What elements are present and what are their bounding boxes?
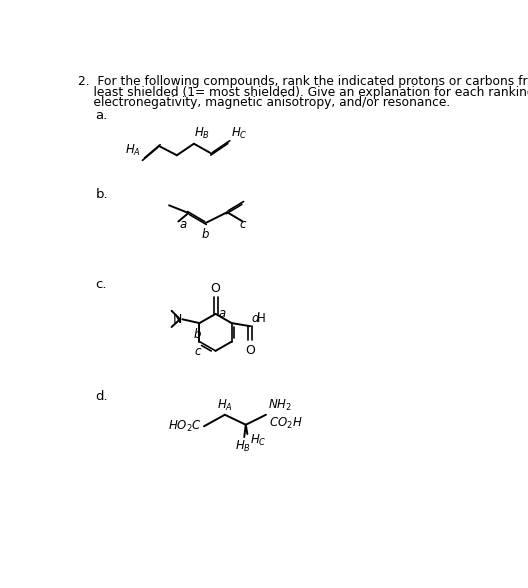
Text: b: b [202, 228, 209, 242]
Text: a: a [219, 308, 226, 320]
Text: O: O [211, 282, 221, 295]
Text: $NH_2$: $NH_2$ [268, 398, 291, 413]
Text: O: O [246, 344, 255, 357]
Text: b: b [193, 328, 201, 340]
Text: $H_B$: $H_B$ [194, 126, 210, 141]
Text: $H_B$: $H_B$ [235, 439, 251, 454]
Text: c: c [195, 346, 201, 359]
Text: least shielded (1= most shielded). Give an explanation for each ranking –: least shielded (1= most shielded). Give … [78, 86, 528, 99]
Text: 2.  For the following compounds, rank the indicated protons or carbons from most: 2. For the following compounds, rank the… [78, 75, 528, 88]
Text: $CO_2H$: $CO_2H$ [269, 416, 303, 430]
Text: $H_A$: $H_A$ [217, 398, 233, 413]
Text: c: c [240, 218, 246, 230]
Text: $H_C$: $H_C$ [250, 432, 266, 447]
Text: b.: b. [96, 188, 108, 201]
Text: a: a [180, 218, 187, 232]
Text: N: N [172, 313, 182, 326]
Text: $HO_2C$: $HO_2C$ [168, 419, 202, 434]
Text: d.: d. [96, 390, 108, 403]
Text: electronegativity, magnetic anisotropy, and/or resonance.: electronegativity, magnetic anisotropy, … [78, 96, 451, 109]
Text: $H_C$: $H_C$ [231, 125, 248, 141]
Text: d: d [251, 312, 259, 325]
Text: H: H [257, 312, 266, 325]
Text: a.: a. [96, 109, 108, 122]
Text: $H_A$: $H_A$ [125, 143, 141, 158]
Text: c.: c. [96, 279, 107, 292]
